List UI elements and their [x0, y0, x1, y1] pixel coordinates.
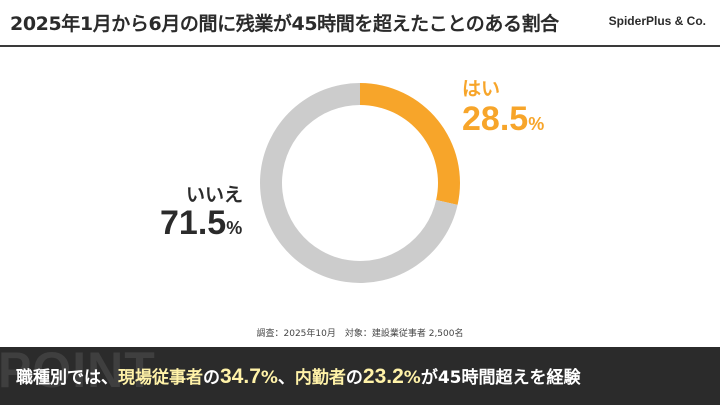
donut-slice-yes [360, 83, 460, 205]
point-group-1: 現場従事者 [118, 368, 203, 388]
point-group-2: 内勤者 [294, 368, 346, 388]
page-title: 2025年1月から6月の間に残業が45時間を超えたことのある割合 [10, 13, 559, 35]
point-particle-1: の [203, 368, 220, 388]
point-separator: 、 [277, 368, 295, 388]
point-value-2: 23.2 [362, 365, 404, 388]
header: 2025年1月から6月の間に残業が45時間を超えたことのある割合 SpiderP… [0, 0, 720, 47]
yes-value: 28.5% [462, 100, 544, 139]
yes-label: はい [462, 78, 501, 100]
header-divider [0, 45, 720, 47]
point-suffix: が45時間超えを経験 [420, 368, 581, 388]
point-unit-2: % [403, 368, 421, 388]
no-value: 71.5% [160, 204, 242, 243]
yes-value-number: 28.5 [462, 100, 529, 138]
no-value-number: 71.5 [160, 204, 227, 242]
point-banner: POINT 職種別では、現場従事者の34.7%、内勤者の23.2%が45時間超え… [0, 347, 720, 405]
no-value-unit: % [226, 218, 243, 238]
survey-note: 調査：2025年10月 対象：建設業従事者 2,500名 [256, 329, 464, 339]
no-label: いいえ [186, 184, 244, 206]
point-value-1: 34.7 [220, 365, 261, 388]
brand-logo: SpiderPlus & Co. [608, 14, 706, 28]
point-watermark: POINT [0, 347, 156, 398]
point-prefix: 職種別では、 [16, 368, 118, 388]
point-unit-1: % [260, 368, 278, 388]
yes-value-unit: % [528, 114, 545, 134]
point-text: 職種別では、現場従事者の34.7%、内勤者の23.2%が45時間超えを経験 [16, 363, 581, 389]
point-particle-2: の [345, 368, 363, 388]
